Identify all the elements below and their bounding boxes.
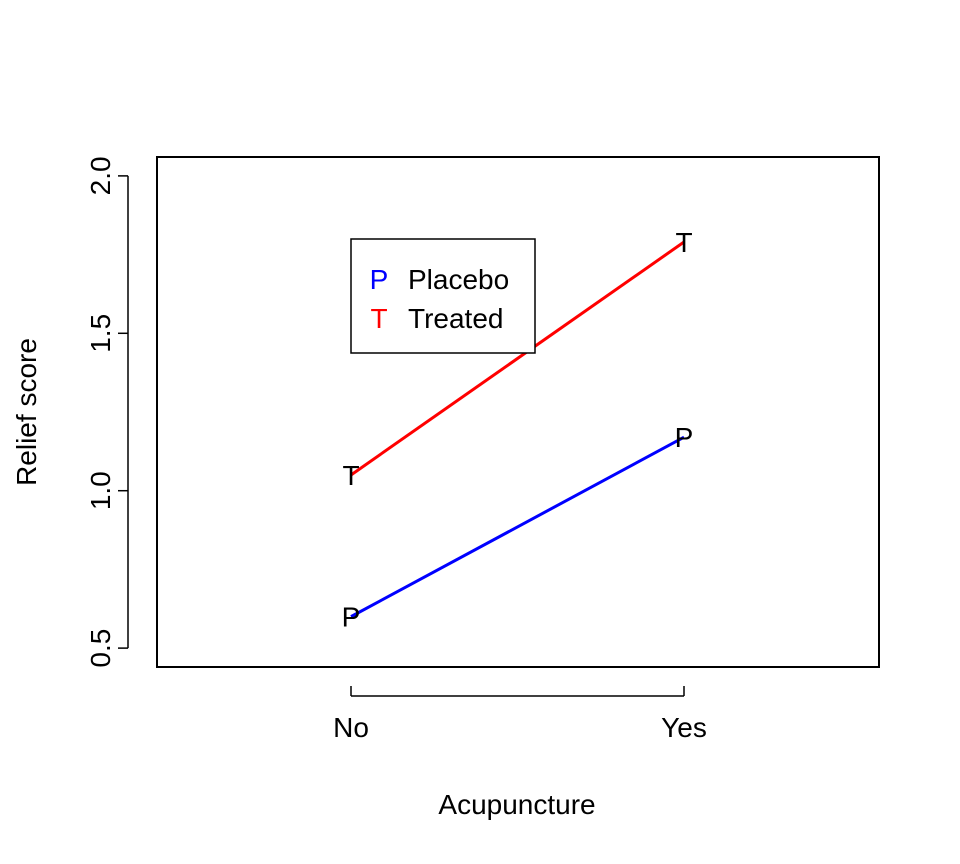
legend: P Placebo T Treated <box>350 238 536 354</box>
x-tick-label: Yes <box>661 712 707 743</box>
series-line-treated <box>350 240 685 477</box>
data-point-placebo: P <box>675 422 694 453</box>
series-line-placebo <box>350 435 685 618</box>
y-tick-label: 1.5 <box>85 314 116 353</box>
axis-layer: 0.5 1.0 1.5 2.0 No Yes <box>85 156 707 743</box>
y-tick-label: 1.0 <box>85 471 116 510</box>
y-tick-label: 2.0 <box>85 156 116 195</box>
data-point-treated: T <box>342 460 359 491</box>
legend-marker-treated: T <box>370 303 387 334</box>
x-axis-title: Acupuncture <box>438 789 595 820</box>
legend-label-treated: Treated <box>408 303 503 334</box>
legend-box <box>350 238 536 354</box>
y-axis-title: Relief score <box>11 338 42 486</box>
data-point-treated: T <box>675 227 692 258</box>
legend-marker-placebo: P <box>370 264 389 295</box>
data-point-placebo: P <box>342 602 361 633</box>
legend-label-placebo: Placebo <box>408 264 509 295</box>
plot-frame <box>156 156 880 668</box>
y-tick-label: 0.5 <box>85 629 116 668</box>
x-tick-label: No <box>333 712 369 743</box>
